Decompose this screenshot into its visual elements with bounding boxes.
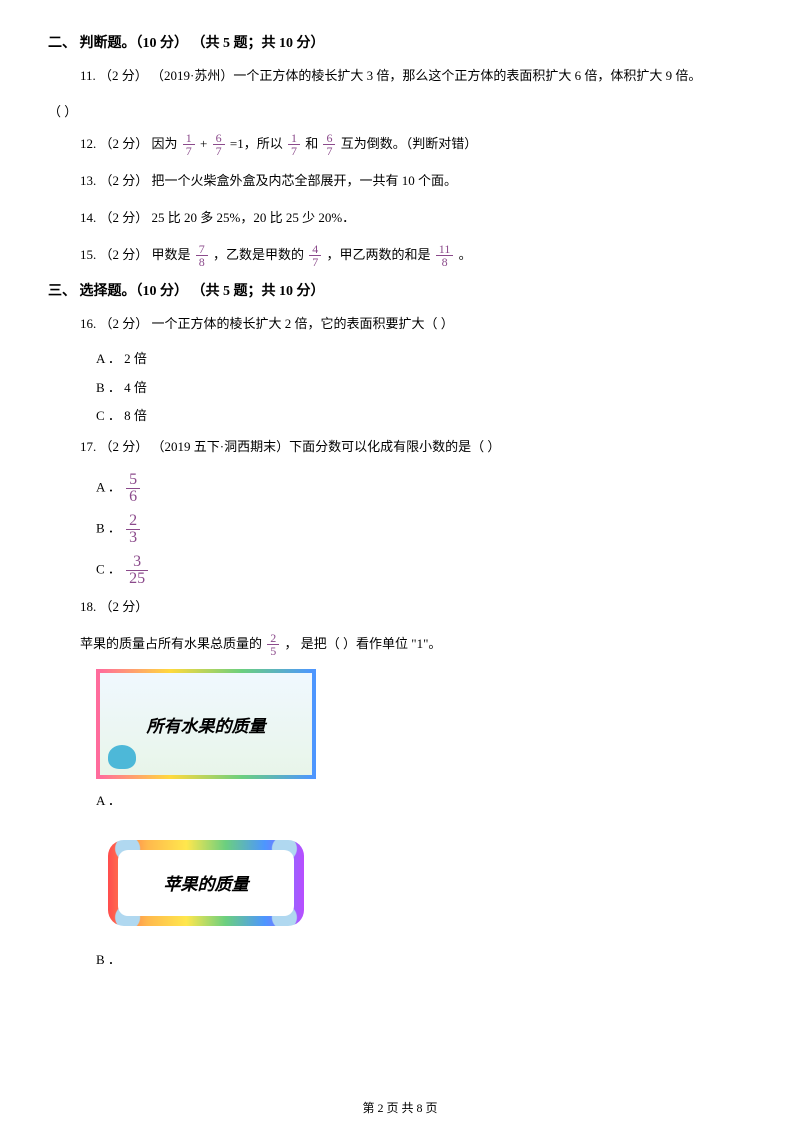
question-12: 12. （2 分） 因为 17 + 67 =1，所以 17 和 67 互为倒数。… [48,132,752,158]
q17-c-label: C ． [96,561,121,576]
question-16: 16. （2 分） 一个正方体的棱长扩大 2 倍，它的表面积要扩大（ ） [48,312,752,337]
q12-e: 互为倒数。（判断对错） [341,136,478,151]
frac-3-25: 325 [126,554,148,587]
frac-6-7: 67 [213,132,225,157]
q15-b: ，乙数是甲数的 [213,247,307,262]
q17-b-label: B ． [96,520,121,535]
q17-option-b: B ． 23 [48,513,752,546]
q15-a: 15. （2 分） 甲数是 [80,247,194,262]
frac-5-6: 56 [126,472,140,505]
q12-b: + [200,136,211,151]
q12-d: 和 [305,136,321,151]
q12-a: 12. （2 分） 因为 [80,136,181,151]
q15-c: ，甲乙两数的和是 [327,247,434,262]
q16-option-a: A ． 2 倍 [48,349,752,370]
q17-option-a: A ． 56 [48,472,752,505]
question-18-text: 苹果的质量占所有水果总质量的 25 ， 是把（ ）看作单位 "1"。 [48,632,752,658]
fruit-apple-box: 苹果的质量 [96,828,316,938]
frac-4-7: 47 [309,243,321,268]
frac-6-7-b: 67 [323,132,335,157]
question-11: 11. （2 分） （2019·苏州）一个正方体的棱长扩大 3 倍，那么这个正方… [48,64,752,89]
question-11-tail: （ ） [48,101,752,120]
section-2-title: 二、 判断题。（10 分） （共 5 题；共 10 分） [48,32,752,52]
fruit-all-box: 所有水果的质量 [96,669,316,779]
fruit-apple-text: 苹果的质量 [118,850,294,916]
frac-7-8: 78 [196,243,208,268]
q18-option-a: A ． [48,791,121,812]
q12-c: =1，所以 [230,136,286,151]
q18-image-a: 所有水果的质量 [96,669,752,779]
q18-text-b: ， 是把（ ）看作单位 "1"。 [285,636,442,651]
frac-1-7-b: 17 [288,132,300,157]
frac-2-5: 25 [267,632,279,657]
frac-2-3: 23 [126,513,140,546]
question-14: 14. （2 分） 25 比 20 多 25%，20 比 25 少 20%． [48,206,752,231]
q11-text: 11. （2 分） （2019·苏州）一个正方体的棱长扩大 3 倍，那么这个正方… [80,68,701,83]
question-18: 18. （2 分） [48,595,752,620]
q18-image-b: 苹果的质量 [96,828,752,938]
fruit-all-text: 所有水果的质量 [147,712,266,737]
q16-option-c: C ． 8 倍 [48,406,752,427]
q18-text-a: 苹果的质量占所有水果总质量的 [80,636,265,651]
q17-option-c: C ． 325 [48,554,752,587]
q18-option-b: B ． [48,950,121,971]
section-3-title: 三、 选择题。（10 分） （共 5 题；共 10 分） [48,280,752,300]
q17-a-label: A ． [96,479,121,494]
q15-d: 。 [459,247,472,262]
question-13: 13. （2 分） 把一个火柴盒外盒及内芯全部展开，一共有 10 个面。 [48,169,752,194]
page-footer: 第 2 页 共 8 页 [0,1099,800,1116]
question-17: 17. （2 分） （2019 五下·洞西期末）下面分数可以化成有限小数的是（ … [48,435,752,460]
frac-1-7: 17 [183,132,195,157]
q16-option-b: B ． 4 倍 [48,378,752,399]
frac-11-8: 118 [436,243,454,268]
question-15: 15. （2 分） 甲数是 78 ，乙数是甲数的 47 ，甲乙两数的和是 118… [48,243,752,269]
